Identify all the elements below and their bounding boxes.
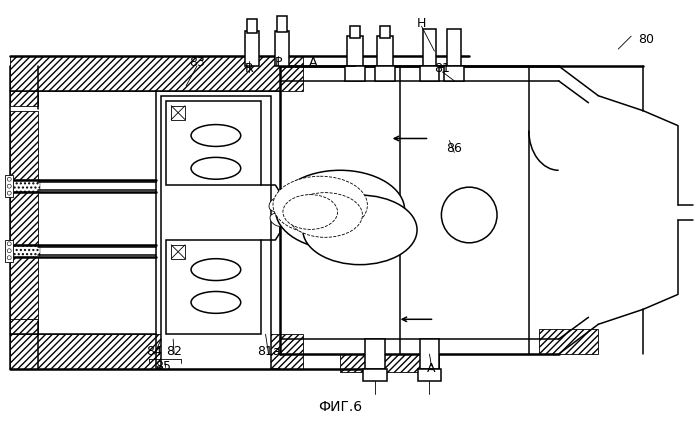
Ellipse shape xyxy=(270,213,287,227)
Text: P: P xyxy=(274,57,282,69)
Bar xyxy=(248,185,264,245)
Text: 86: 86 xyxy=(447,142,462,155)
Circle shape xyxy=(442,187,497,243)
Text: 85: 85 xyxy=(155,360,172,374)
Bar xyxy=(10,110,38,319)
Bar xyxy=(380,26,390,38)
Bar xyxy=(166,185,176,240)
Bar xyxy=(347,36,363,66)
Circle shape xyxy=(7,256,11,260)
Text: A: A xyxy=(309,57,318,69)
Ellipse shape xyxy=(191,292,241,313)
Bar xyxy=(277,16,288,32)
Bar xyxy=(6,175,13,197)
Bar xyxy=(10,245,40,257)
Bar xyxy=(246,19,257,33)
Bar xyxy=(377,36,393,66)
Bar xyxy=(10,319,38,359)
Bar xyxy=(419,339,440,369)
Bar xyxy=(363,369,387,381)
Text: 84: 84 xyxy=(146,345,162,357)
Text: 82: 82 xyxy=(166,345,182,357)
Circle shape xyxy=(7,184,11,188)
Text: 80: 80 xyxy=(638,33,654,45)
Ellipse shape xyxy=(288,193,363,237)
Bar xyxy=(447,29,461,66)
Bar xyxy=(166,240,260,334)
Bar xyxy=(10,66,38,106)
Circle shape xyxy=(7,191,11,195)
Circle shape xyxy=(337,187,393,243)
Ellipse shape xyxy=(273,176,368,234)
Ellipse shape xyxy=(191,125,241,147)
Bar xyxy=(10,56,303,91)
Bar xyxy=(6,240,13,262)
Bar xyxy=(166,101,178,185)
Circle shape xyxy=(7,242,11,246)
Text: R: R xyxy=(244,62,253,76)
Ellipse shape xyxy=(283,195,337,230)
Ellipse shape xyxy=(269,196,288,212)
Text: H: H xyxy=(416,17,426,30)
Text: ФИГ.6: ФИГ.6 xyxy=(318,400,362,414)
Ellipse shape xyxy=(303,195,417,265)
Bar xyxy=(419,66,440,81)
Bar xyxy=(161,96,270,369)
Ellipse shape xyxy=(191,259,241,280)
Bar xyxy=(172,245,185,259)
Text: A: A xyxy=(427,363,435,375)
Ellipse shape xyxy=(276,170,405,250)
Bar xyxy=(248,101,260,185)
Bar xyxy=(350,26,360,38)
Bar xyxy=(245,31,258,66)
Bar xyxy=(248,240,260,334)
Bar xyxy=(166,101,260,185)
Bar xyxy=(166,240,178,334)
Bar xyxy=(418,369,442,381)
Bar xyxy=(10,180,40,192)
Bar xyxy=(172,106,185,119)
Bar xyxy=(345,66,365,81)
Bar xyxy=(444,66,464,81)
Bar xyxy=(10,334,303,369)
Circle shape xyxy=(7,177,11,181)
Bar xyxy=(539,329,598,354)
Bar xyxy=(276,31,289,66)
Ellipse shape xyxy=(191,157,241,179)
Bar xyxy=(423,29,436,66)
Text: 83: 83 xyxy=(189,57,205,69)
Text: 81: 81 xyxy=(435,62,450,76)
Circle shape xyxy=(7,249,11,253)
Bar xyxy=(340,354,440,372)
Bar xyxy=(374,66,395,81)
Bar xyxy=(365,339,385,369)
Text: 81a: 81a xyxy=(257,345,280,357)
